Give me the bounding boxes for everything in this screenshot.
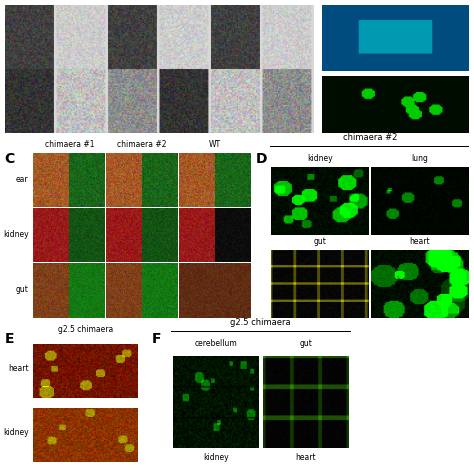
Text: g2.5 chimaera: g2.5 chimaera [230,318,291,327]
Text: g2.5 chimaera: g2.5 chimaera [58,325,113,334]
Text: gut: gut [16,285,28,294]
Text: gut: gut [299,339,312,348]
Text: kidney: kidney [307,154,333,163]
Text: heart: heart [409,237,430,246]
Text: heart: heart [8,364,28,373]
Text: WT: WT [209,140,221,149]
Text: F: F [152,332,161,346]
Text: lung: lung [411,154,428,163]
Text: kidney: kidney [3,428,28,437]
Text: chimaera #2: chimaera #2 [118,140,167,149]
Text: heart: heart [295,453,316,462]
Text: chimaera #2: chimaera #2 [343,133,397,142]
Text: chimaera #1: chimaera #1 [45,140,94,149]
Text: ear: ear [16,175,28,184]
Text: C: C [5,152,15,166]
Text: E: E [5,332,14,346]
Text: kidney: kidney [203,453,228,462]
Text: kidney: kidney [3,230,28,239]
Text: D: D [256,152,267,166]
Text: cerebellum: cerebellum [194,339,237,348]
Text: gut: gut [313,237,327,246]
